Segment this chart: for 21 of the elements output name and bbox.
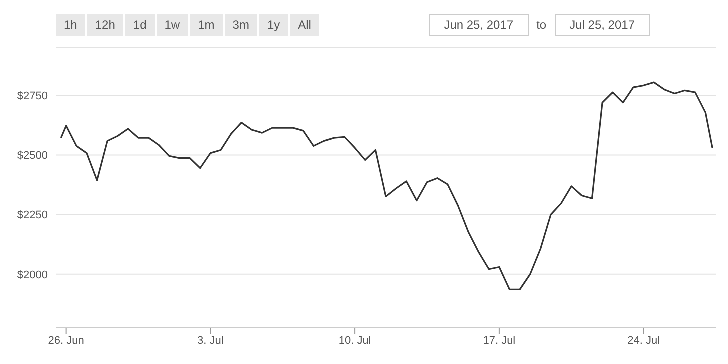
y-tick-label: $2500 xyxy=(17,150,48,162)
text: 3m xyxy=(224,14,258,36)
text: 12h xyxy=(87,14,124,36)
text: Jun 25, 2017 xyxy=(429,14,529,36)
y-tick-label: $2000 xyxy=(17,269,48,282)
x-tick-label: 24. Jul xyxy=(628,334,660,347)
text: 1m xyxy=(190,14,223,36)
y-tick-label: $2750 xyxy=(17,90,48,103)
text: to xyxy=(536,18,547,32)
x-tick-label: 3. Jul xyxy=(198,334,224,347)
line-series xyxy=(60,82,714,290)
text: Jul 25, 2017 xyxy=(554,14,650,36)
x-tick-label: 10. Jul xyxy=(338,334,372,347)
text: 1w xyxy=(156,14,188,36)
text: All xyxy=(290,14,320,36)
text: 1d xyxy=(125,14,155,36)
x-tick-label: 17. Jul xyxy=(483,334,516,347)
text: 1y xyxy=(259,14,288,36)
text: 1h xyxy=(56,14,86,36)
x-tick-label: 26. Jun xyxy=(48,334,84,347)
y-tick-label: $2250 xyxy=(17,210,48,222)
